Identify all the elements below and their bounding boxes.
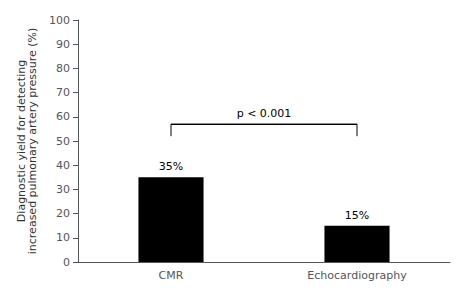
svg-text:Echocardiography: Echocardiography <box>307 269 407 282</box>
svg-text:CMR: CMR <box>159 269 184 282</box>
svg-text:30: 30 <box>56 183 70 196</box>
svg-text:15%: 15% <box>345 209 369 222</box>
svg-text:70: 70 <box>56 86 70 99</box>
svg-text:20: 20 <box>56 207 70 220</box>
svg-text:60: 60 <box>56 110 70 123</box>
svg-text:100: 100 <box>49 14 70 27</box>
svg-text:0: 0 <box>63 256 70 269</box>
svg-text:40: 40 <box>56 159 70 172</box>
svg-text:80: 80 <box>56 62 70 75</box>
svg-text:p < 0.001: p < 0.001 <box>237 107 292 120</box>
svg-text:35%: 35% <box>159 160 183 173</box>
svg-text:increased pulmonary artery pre: increased pulmonary artery pressure (%) <box>26 28 39 254</box>
svg-text:90: 90 <box>56 38 70 51</box>
svg-text:50: 50 <box>56 135 70 148</box>
svg-text:Diagnostic yield for detecting: Diagnostic yield for detecting <box>15 59 29 223</box>
svg-text:10: 10 <box>56 231 70 244</box>
